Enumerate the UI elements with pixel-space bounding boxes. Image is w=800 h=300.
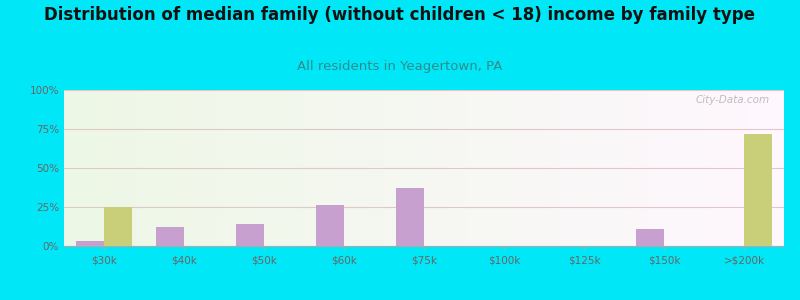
Bar bbox=[236, 224, 264, 246]
Bar bbox=[636, 229, 664, 246]
Text: All residents in Yeagertown, PA: All residents in Yeagertown, PA bbox=[298, 60, 502, 73]
Bar bbox=[104, 207, 132, 246]
Legend: Married couple, Female, no husband: Married couple, Female, no husband bbox=[286, 296, 562, 300]
Bar bbox=[744, 134, 772, 246]
Bar bbox=[396, 188, 424, 246]
Bar bbox=[76, 241, 104, 246]
Bar bbox=[156, 227, 184, 246]
Bar bbox=[316, 206, 344, 246]
Text: Distribution of median family (without children < 18) income by family type: Distribution of median family (without c… bbox=[45, 6, 755, 24]
Text: City-Data.com: City-Data.com bbox=[695, 95, 770, 105]
